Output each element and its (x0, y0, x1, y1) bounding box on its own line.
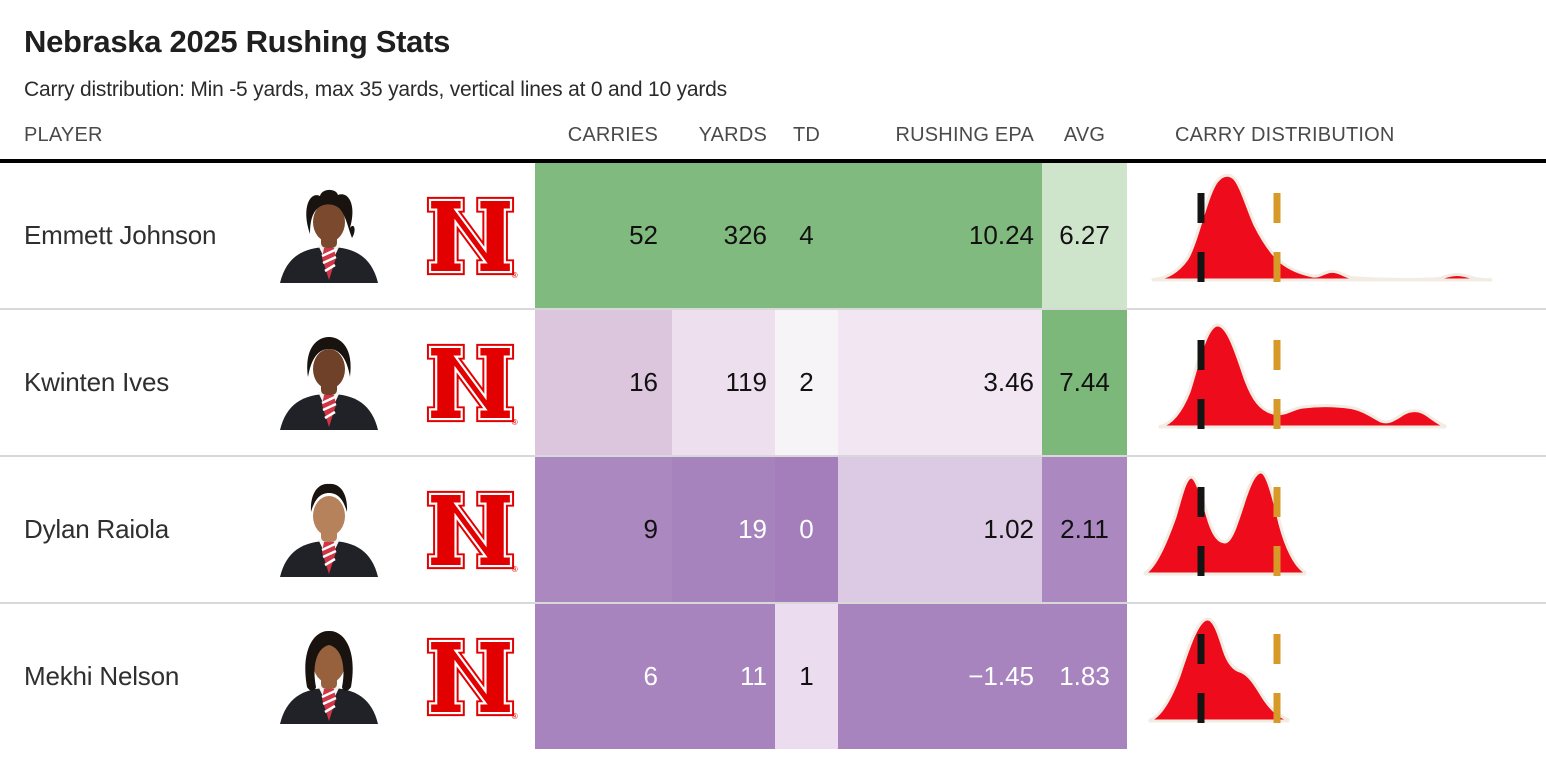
player-cell: Kwinten Ives ® (0, 310, 535, 455)
rushing-epa-cell: 10.24 (838, 163, 1042, 308)
carry-distribution-plot (1127, 310, 1546, 455)
column-header-player: PLAYER (24, 124, 103, 146)
page-title: Nebraska 2025 Rushing Stats (24, 24, 451, 59)
table-row: Kwinten Ives ® (0, 308, 1546, 455)
column-header-avg: AVG (1063, 124, 1106, 146)
avg-cell: 6.27 (1042, 163, 1127, 308)
tie-stripes (321, 689, 337, 714)
density-curve (1143, 470, 1307, 576)
head-shape (313, 643, 345, 683)
rushing-epa-cell: 1.02 (838, 457, 1042, 602)
tie-shape (322, 248, 336, 280)
registered-mark: ® (512, 712, 518, 721)
player-name: Kwinten Ives (24, 367, 170, 397)
head-shape (313, 349, 345, 389)
column-header-rushing-epa: RUSHING EPA (895, 124, 1034, 146)
density-curve (1158, 323, 1447, 429)
carries-cell: 52 (535, 163, 672, 308)
carries-cell: 9 (535, 457, 672, 602)
table-row: Dylan Raiola ® (0, 455, 1546, 602)
tie-shape (322, 395, 336, 427)
registered-mark: ® (512, 565, 518, 574)
nebraska-n-logo-icon: ® (422, 633, 519, 721)
hair-shape (305, 630, 353, 691)
registered-mark: ® (512, 418, 518, 427)
yards-cell: 119 (672, 310, 775, 455)
tie-stripes (321, 542, 337, 567)
avg-cell: 2.11 (1042, 457, 1127, 602)
player-headshot (274, 629, 384, 724)
td-cell: 2 (775, 310, 838, 455)
carries-cell: 6 (535, 604, 672, 749)
carries-cell: 16 (535, 310, 672, 455)
carry-distribution-plot (1127, 604, 1546, 749)
avg-cell: 7.44 (1042, 310, 1127, 455)
player-name: Dylan Raiola (24, 514, 170, 544)
head-shape (313, 496, 345, 536)
table-row: Emmett Johnson ® (0, 163, 1546, 308)
yards-cell: 19 (672, 457, 775, 602)
nebraska-n-logo-icon: ® (422, 339, 519, 427)
player-cell: Dylan Raiola ® (0, 457, 535, 602)
tie-shape (322, 689, 336, 721)
column-header-carry-distribution: CARRY DISTRIBUTION (1175, 124, 1395, 146)
yards-cell: 11 (672, 604, 775, 749)
rushing-epa-cell: 3.46 (838, 310, 1042, 455)
column-header-yards: YARDS (698, 124, 767, 146)
column-header-td: TD (792, 124, 821, 146)
hair-shape (306, 189, 355, 238)
player-headshot (274, 335, 384, 430)
column-header-carries: CARRIES (567, 124, 658, 146)
player-name: Emmett Johnson (24, 220, 217, 250)
carry-distribution-plot (1127, 163, 1546, 308)
nebraska-n-logo-icon: ® (422, 486, 519, 574)
nebraska-n-logo-icon: ® (422, 192, 519, 280)
column-header-row: PLAYER CARRIES YARDS TD RUSHING EPA AVG … (0, 102, 1546, 163)
td-cell: 1 (775, 604, 838, 749)
registered-mark: ® (512, 271, 518, 280)
avg-cell: 1.83 (1042, 604, 1127, 749)
yards-cell: 326 (672, 163, 775, 308)
rushing-epa-cell: −1.45 (838, 604, 1042, 749)
carry-distribution-plot (1127, 457, 1546, 602)
page-subtitle: Carry distribution: Min -5 yards, max 35… (24, 78, 727, 101)
td-cell: 0 (775, 457, 838, 602)
tie-stripes (321, 248, 337, 273)
td-cell: 4 (775, 163, 838, 308)
tie-shape (322, 542, 336, 574)
player-cell: Mekhi Nelson ® (0, 604, 535, 749)
tie-stripes (321, 395, 337, 420)
player-headshot (274, 188, 384, 283)
density-curve (1151, 173, 1493, 282)
head-shape (313, 202, 345, 242)
title-block: Nebraska 2025 Rushing Stats Carry distri… (0, 0, 1546, 102)
density-curve (1148, 617, 1290, 723)
player-name: Mekhi Nelson (24, 661, 180, 691)
player-headshot (274, 482, 384, 577)
player-cell: Emmett Johnson ® (0, 163, 535, 308)
hair-shape (307, 337, 351, 377)
rushing-stats-graphic: Nebraska 2025 Rushing Stats Carry distri… (0, 0, 1546, 749)
hair-shape (310, 483, 348, 512)
table-row: Mekhi Nelson ® (0, 602, 1546, 749)
